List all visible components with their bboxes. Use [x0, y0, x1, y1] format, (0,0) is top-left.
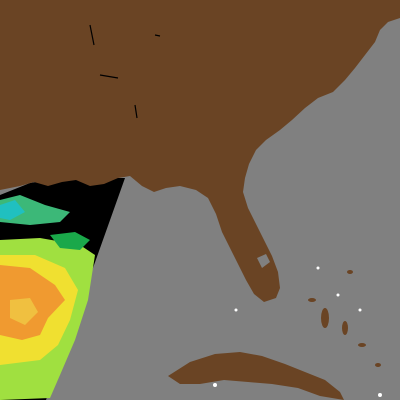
lake [134, 104, 138, 119]
island [321, 308, 329, 328]
lake [89, 24, 95, 46]
lake [99, 74, 119, 79]
island [375, 363, 381, 367]
island [347, 270, 353, 274]
island [358, 343, 366, 347]
speck [378, 393, 382, 397]
inland-lakes [89, 24, 161, 119]
sst-data [0, 195, 95, 400]
cuba [168, 352, 344, 400]
island [342, 321, 348, 335]
speck [213, 383, 217, 387]
lake [154, 34, 161, 37]
sst-cool [0, 195, 70, 225]
speck [234, 308, 238, 312]
sst-eddy [10, 298, 38, 325]
speck [358, 308, 362, 312]
island [308, 298, 316, 302]
cloud-specks [213, 266, 382, 397]
sst-cold [0, 200, 25, 220]
speck [316, 266, 320, 270]
speck [336, 293, 340, 297]
bahamas [308, 270, 381, 367]
sst-front [50, 232, 90, 250]
lake-okeechobee [257, 254, 270, 268]
